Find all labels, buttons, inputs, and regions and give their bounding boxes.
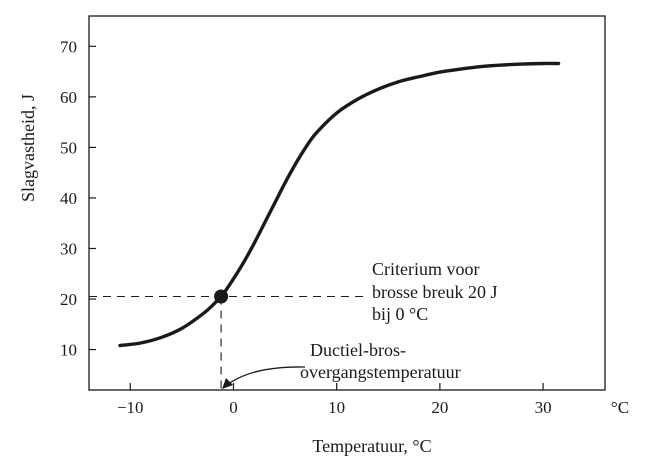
y-tick-label: 50 (60, 138, 77, 157)
transition-point-marker (214, 289, 229, 304)
x-tick-label: 30 (535, 398, 552, 417)
series-layer (118, 61, 561, 348)
x-tick-label: 10 (328, 398, 345, 417)
y-tick-label: 40 (60, 189, 77, 208)
x-axis-ticks: −10 0 10 20 30 (117, 383, 552, 417)
y-tick-label: 30 (60, 239, 77, 258)
series-line (118, 61, 561, 348)
reference-lines (89, 295, 366, 390)
transition-arrow (226, 366, 306, 386)
transition-annotation: Ductiel-bros- overgangstemperatuur (222, 340, 461, 389)
x-tick-label: −10 (117, 398, 144, 417)
y-axis-label: Slagvastheid, J (18, 94, 38, 202)
criterion-line-1: Criterium voor (372, 259, 479, 279)
x-tick-label: 0 (229, 398, 238, 417)
y-tick-label: 70 (60, 37, 77, 56)
y-tick-label: 20 (60, 290, 77, 309)
arrow-head-icon (222, 378, 233, 389)
y-tick-label: 10 (60, 341, 77, 360)
y-tick-label: 60 (60, 88, 77, 107)
criterion-line-2: brosse breuk 20 J (372, 282, 497, 302)
y-axis-ticks: 10 20 30 40 50 60 70 (60, 37, 96, 360)
transition-line-1: Ductiel-bros- (310, 340, 406, 360)
x-unit-label: °C (611, 398, 629, 417)
marker-layer (214, 289, 229, 304)
criterion-annotation: Criterium voor brosse breuk 20 J bij 0 °… (372, 259, 497, 324)
x-tick-label: 20 (431, 398, 448, 417)
transition-line-2: overgangstemperatuur (300, 362, 461, 382)
plot-frame (88, 15, 606, 391)
criterion-line-3: bij 0 °C (372, 304, 428, 324)
x-axis-label: Temperatuur, °C (312, 436, 431, 456)
